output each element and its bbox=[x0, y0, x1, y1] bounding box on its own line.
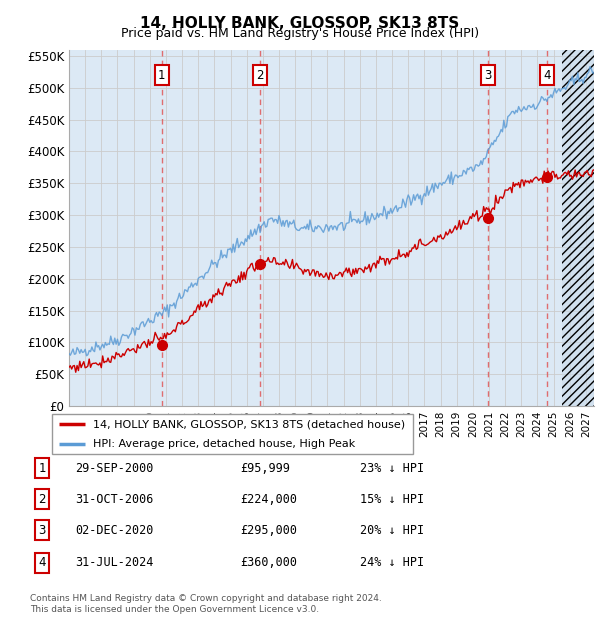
Text: 14, HOLLY BANK, GLOSSOP, SK13 8TS (detached house): 14, HOLLY BANK, GLOSSOP, SK13 8TS (detac… bbox=[92, 419, 405, 429]
Text: 3: 3 bbox=[38, 524, 46, 536]
Text: 31-JUL-2024: 31-JUL-2024 bbox=[75, 557, 154, 569]
Text: £95,999: £95,999 bbox=[240, 462, 290, 474]
Text: 02-DEC-2020: 02-DEC-2020 bbox=[75, 524, 154, 536]
Text: £360,000: £360,000 bbox=[240, 557, 297, 569]
Bar bbox=[562, 50, 594, 406]
Text: HPI: Average price, detached house, High Peak: HPI: Average price, detached house, High… bbox=[92, 439, 355, 449]
Text: 31-OCT-2006: 31-OCT-2006 bbox=[75, 493, 154, 505]
Text: 4: 4 bbox=[38, 557, 46, 569]
Text: 2: 2 bbox=[38, 493, 46, 505]
Text: Price paid vs. HM Land Registry's House Price Index (HPI): Price paid vs. HM Land Registry's House … bbox=[121, 27, 479, 40]
Text: 23% ↓ HPI: 23% ↓ HPI bbox=[360, 462, 424, 474]
Text: 2: 2 bbox=[256, 69, 264, 82]
Text: Contains HM Land Registry data © Crown copyright and database right 2024.
This d: Contains HM Land Registry data © Crown c… bbox=[30, 595, 382, 614]
Text: £295,000: £295,000 bbox=[240, 524, 297, 536]
Text: 3: 3 bbox=[484, 69, 491, 82]
Text: 4: 4 bbox=[543, 69, 551, 82]
Text: 15% ↓ HPI: 15% ↓ HPI bbox=[360, 493, 424, 505]
Text: 20% ↓ HPI: 20% ↓ HPI bbox=[360, 524, 424, 536]
Text: 24% ↓ HPI: 24% ↓ HPI bbox=[360, 557, 424, 569]
Text: 1: 1 bbox=[38, 462, 46, 474]
Text: 14, HOLLY BANK, GLOSSOP, SK13 8TS: 14, HOLLY BANK, GLOSSOP, SK13 8TS bbox=[140, 16, 460, 30]
FancyBboxPatch shape bbox=[52, 414, 413, 454]
Text: £224,000: £224,000 bbox=[240, 493, 297, 505]
Text: 29-SEP-2000: 29-SEP-2000 bbox=[75, 462, 154, 474]
Text: 1: 1 bbox=[158, 69, 166, 82]
